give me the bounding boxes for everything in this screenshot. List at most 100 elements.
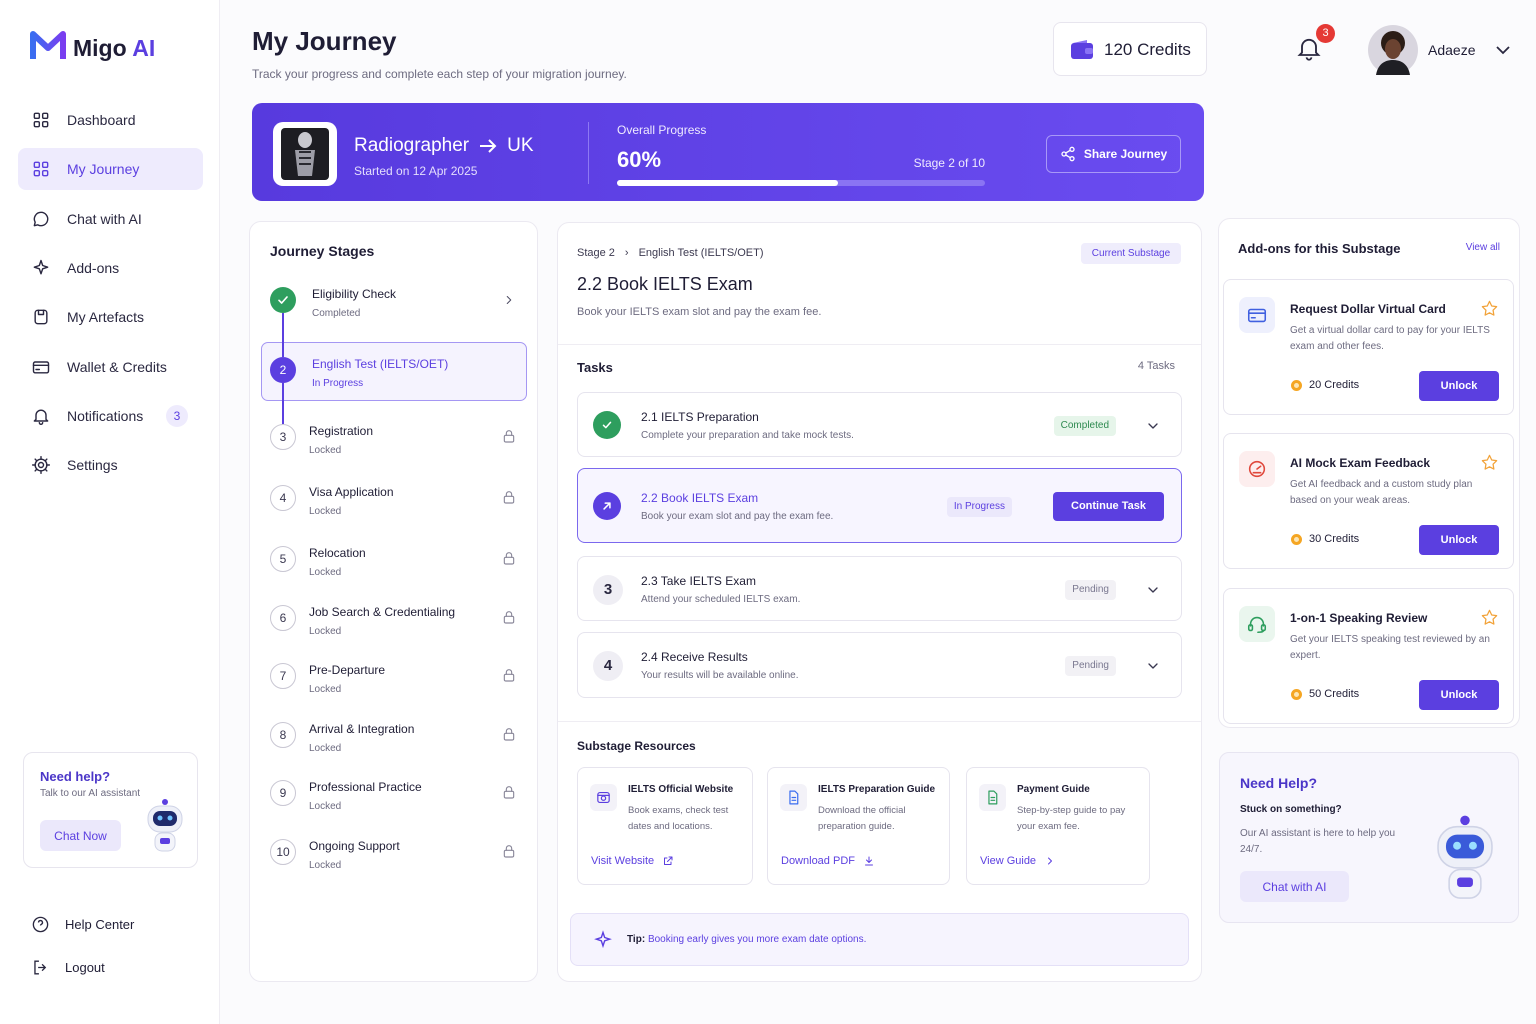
stages-title: Journey Stages	[270, 243, 375, 259]
nav-item[interactable]: Wallet & Credits	[18, 346, 203, 388]
resource-glyph-svg	[789, 790, 799, 805]
nav-label: Chat with AI	[67, 210, 142, 227]
stage-name: Arrival & Integration	[309, 722, 415, 736]
nav-badge: 3	[166, 404, 188, 427]
task-title: 2.1 IELTS Preparation	[641, 409, 759, 424]
resource-card: Payment Guide Step-by-step guide to pay y…	[966, 767, 1150, 885]
task-active-icon	[593, 491, 621, 520]
bell-icon[interactable]	[1295, 34, 1323, 62]
stage-number: 3	[270, 424, 296, 450]
stage-number: 8	[270, 722, 296, 748]
continue-task-button[interactable]: Continue Task	[1053, 491, 1164, 521]
stage-lock	[501, 726, 517, 742]
resource-link-icon-svg	[664, 856, 673, 865]
task-title: 2.2 Book IELTS Exam	[641, 490, 759, 505]
breadcrumb-substage[interactable]: English Test (IELTS/OET)	[638, 247, 764, 259]
destination: UK	[507, 135, 534, 156]
stage-lock	[501, 489, 517, 505]
addon-text: Get AI feedback and a custom study plan …	[1290, 479, 1473, 506]
started-date: Started on 12 Apr 2025	[354, 164, 478, 178]
progress-track	[617, 180, 985, 186]
help-panel-subtitle: Stuck on something?	[1240, 804, 1342, 815]
stage-name: English Test (IELTS/OET)	[312, 357, 449, 371]
help-center-link[interactable]: Help Center	[65, 917, 135, 932]
addon-glyph-svg	[1248, 460, 1266, 478]
resource-link[interactable]: Visit Website	[591, 855, 674, 867]
tip-box: Tip: Booking early gives you more exam d…	[570, 913, 1189, 966]
unlock-button[interactable]: Unlock	[1419, 680, 1499, 710]
task-chevron	[1145, 418, 1161, 434]
stage-status: Locked	[309, 743, 342, 754]
stage-connector	[282, 383, 284, 424]
stage-lock-svg	[503, 552, 515, 565]
nav-item[interactable]: Add-ons	[18, 247, 203, 289]
nav-label: Add-ons	[67, 259, 120, 276]
nav-icon	[31, 307, 51, 327]
share-button[interactable]: Share Journey	[1046, 135, 1181, 173]
stage-active-box	[261, 342, 527, 401]
breadcrumb-sep: ›	[624, 247, 629, 259]
stage-count: Stage 2 of 10	[913, 156, 985, 170]
addon-glyph	[1246, 304, 1268, 326]
view-all-link[interactable]: View all	[1465, 242, 1500, 253]
page-subtitle: Track your progress and complete each st…	[252, 67, 627, 81]
detail-title: 2.2 Book IELTS Exam	[577, 274, 753, 294]
breadcrumb-stage[interactable]: Stage 2	[577, 247, 615, 259]
nav-item[interactable]: Dashboard	[18, 99, 203, 141]
nav-icon	[31, 159, 51, 179]
nav-item[interactable]: Notifications 3	[18, 395, 203, 437]
brand-name: Migo	[73, 35, 127, 61]
addon-star-svg	[1481, 609, 1498, 625]
stage-chevron	[502, 293, 516, 307]
user-chevron[interactable]	[1495, 43, 1511, 57]
task-icon-svg	[602, 421, 612, 428]
task-text: Your results will be available online.	[641, 670, 799, 681]
role-image	[273, 122, 337, 186]
nav-icon-svg	[33, 409, 49, 425]
task-card[interactable]: 3 2.3 Take IELTS Exam Attend your schedule…	[577, 556, 1182, 621]
help-panel-text: Our AI assistant is here to help you 24/…	[1240, 828, 1396, 855]
user-name[interactable]: Adaeze	[1428, 42, 1476, 58]
resource-glyph	[785, 789, 802, 806]
stage-number: 2	[270, 357, 296, 383]
stage-name: Eligibility Check	[312, 287, 397, 301]
stage-name: Job Search & Credentialing	[309, 605, 456, 619]
resources-title: Substage Resources	[577, 739, 696, 753]
nav-icon	[31, 110, 51, 130]
chat-ai-button[interactable]: Chat with AI	[1240, 871, 1349, 902]
addon-glyph-svg	[1247, 308, 1267, 323]
addon-text: Get a virtual dollar card to pay for you…	[1290, 325, 1490, 352]
resource-card: IELTS Official Website Book exams, check …	[577, 767, 753, 885]
task-chevron-svg	[1148, 663, 1158, 669]
resource-glyph-svg	[597, 791, 610, 804]
tip-body: Booking early gives you more exam date o…	[647, 934, 867, 945]
nav-item[interactable]: Chat with AI	[18, 198, 203, 240]
addon-icon	[1239, 297, 1275, 333]
logout-link[interactable]: Logout	[65, 960, 105, 975]
stage-connector	[282, 313, 284, 357]
resource-glyph	[595, 789, 612, 806]
stage-status: Completed	[312, 308, 361, 319]
nav-item[interactable]: My Artefacts	[18, 296, 203, 338]
addon-star-svg	[1481, 300, 1498, 316]
task-card[interactable]: 2.2 Book IELTS Exam Book your exam slot a…	[577, 468, 1182, 543]
resource-link[interactable]: Download PDF	[781, 855, 875, 867]
nav-item[interactable]: My Journey	[18, 148, 203, 191]
resource-link[interactable]: View Guide	[980, 855, 1056, 867]
unlock-button[interactable]: Unlock	[1419, 371, 1499, 401]
resource-link-icon	[863, 855, 875, 867]
task-card[interactable]: 2.1 IELTS Preparation Complete your prepa…	[577, 392, 1182, 457]
chat-now-button[interactable]: Chat Now	[40, 820, 121, 851]
tip-text: Tip: Booking early gives you more exam d…	[627, 934, 866, 945]
stage-lock	[501, 550, 517, 566]
avatar[interactable]	[1368, 25, 1418, 75]
resource-link-text: View Guide	[980, 855, 1037, 867]
task-check	[593, 410, 621, 439]
nav-item[interactable]: Settings	[18, 444, 203, 486]
unlock-button[interactable]: Unlock	[1419, 525, 1499, 555]
help-title: Need help?	[40, 769, 111, 784]
role: Radiographer	[354, 135, 470, 156]
nav-icon-svg	[33, 211, 49, 226]
task-card[interactable]: 4 2.4 Receive Results Your results will be…	[577, 632, 1182, 698]
stage-status: Locked	[309, 445, 342, 456]
